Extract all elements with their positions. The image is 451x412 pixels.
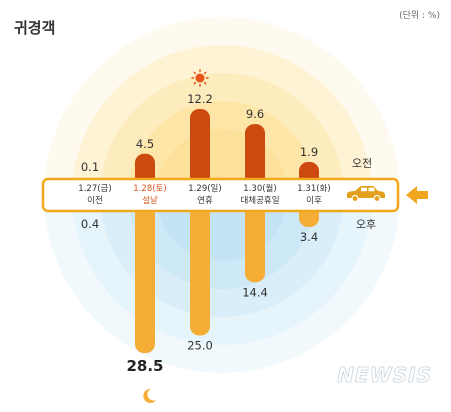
date-label: 1.28(토) bbox=[133, 184, 166, 194]
pm-value-label: 25.0 bbox=[187, 338, 213, 352]
pm-value-label: 0.4 bbox=[81, 217, 99, 231]
pm-value-label: 28.5 bbox=[126, 357, 163, 375]
date-sub-label: 이전 bbox=[87, 195, 103, 206]
car-icon bbox=[347, 186, 385, 203]
pm-bar bbox=[245, 204, 265, 283]
am-value-label: 4.5 bbox=[136, 137, 154, 151]
date-label: 1.27(금) bbox=[78, 184, 111, 194]
date-band bbox=[41, 177, 400, 213]
pm-bar bbox=[135, 204, 155, 353]
date-label: 1.30(월) bbox=[243, 183, 276, 194]
pm-value-label: 14.4 bbox=[242, 285, 268, 299]
am-bar bbox=[190, 109, 210, 186]
date-sub-label: 설날 bbox=[142, 195, 158, 206]
am-bar bbox=[245, 124, 265, 186]
date-sub-label: 이후 bbox=[306, 195, 322, 206]
am-value-label: 0.1 bbox=[81, 160, 99, 174]
unit-note: (단위 : %) bbox=[399, 10, 440, 21]
arrow-left-icon bbox=[406, 186, 428, 204]
am-label: 오전 bbox=[352, 157, 372, 170]
date-band-frame bbox=[41, 177, 400, 213]
bars-group: 0.1 0.4 4.5 28.5 12.2 25.0 9.6 14.4 1.9 3.4 bbox=[81, 92, 319, 375]
moon-icon bbox=[143, 388, 156, 403]
date-sub-label: 대체공휴일 bbox=[240, 195, 279, 206]
pm-label: 오후 bbox=[356, 218, 376, 231]
am-value-label: 12.2 bbox=[187, 92, 213, 106]
date-label: 1.31(화) bbox=[297, 184, 330, 194]
am-value-label: 9.6 bbox=[246, 107, 264, 121]
chart-title: 귀경객 bbox=[14, 19, 55, 37]
watermark: NEWSIS bbox=[337, 363, 432, 387]
pm-bar bbox=[190, 204, 210, 336]
date-sub-label: 연휴 bbox=[197, 196, 213, 206]
date-labels: 1.27(금)이전 1.28(토)설날 1.29(일) 연휴 1.30(월)대체공휴일 1… bbox=[78, 183, 330, 206]
am-value-label: 1.9 bbox=[300, 145, 318, 159]
sun-icon bbox=[191, 69, 209, 87]
pm-value-label: 3.4 bbox=[300, 230, 318, 244]
date-label: 1.29(일) bbox=[188, 184, 221, 194]
